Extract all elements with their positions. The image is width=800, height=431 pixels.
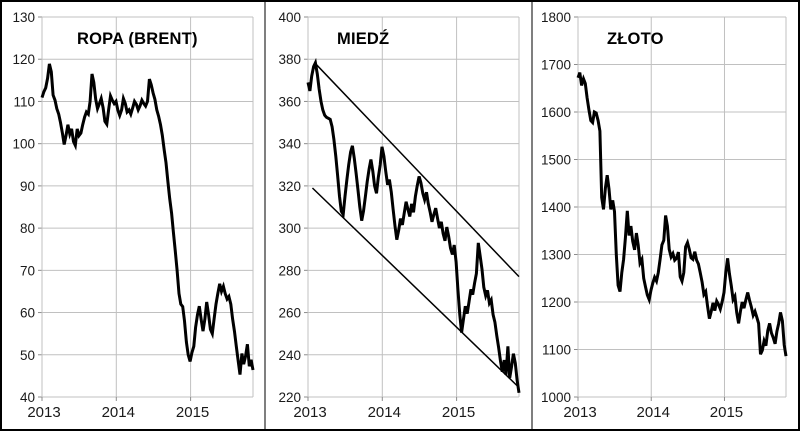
svg-text:240: 240: [278, 348, 301, 363]
svg-text:280: 280: [278, 263, 301, 278]
svg-text:2014: 2014: [102, 404, 135, 421]
svg-text:60: 60: [20, 306, 35, 321]
svg-text:130: 130: [12, 10, 35, 25]
svg-text:260: 260: [278, 306, 301, 321]
gold-chart: 1800 1700 1600 1500 1400 1300 1200 1100 10002013…: [541, 10, 788, 421]
svg-text:110: 110: [13, 94, 35, 109]
svg-text:1200: 1200: [541, 295, 571, 310]
svg-text:2014: 2014: [637, 404, 670, 421]
svg-text:2015: 2015: [176, 404, 209, 421]
chart-title-gold: ZŁOTO: [607, 30, 664, 48]
svg-text:320: 320: [278, 179, 301, 194]
svg-text:2015: 2015: [710, 404, 743, 421]
chart-title-copper: MIEDŹ: [337, 30, 390, 48]
svg-text:40: 40: [20, 390, 35, 405]
panel-divider: [264, 2, 266, 429]
panel-divider: [531, 2, 533, 429]
svg-text:1800: 1800: [541, 10, 571, 25]
svg-text:1700: 1700: [541, 58, 571, 73]
panel-gold: 1800 1700 1600 1500 1400 1300 1200 1100 1000 2013…: [533, 2, 798, 429]
svg-text:220: 220: [278, 390, 301, 405]
chart-title-brent: ROPA (BRENT): [77, 30, 198, 48]
svg-text:2013: 2013: [563, 404, 596, 421]
svg-text:1000: 1000: [541, 390, 571, 405]
svg-text:2013: 2013: [27, 404, 60, 421]
svg-text:1500: 1500: [541, 153, 571, 168]
svg-text:120: 120: [12, 52, 35, 67]
svg-text:50: 50: [20, 348, 35, 363]
svg-text:380: 380: [278, 52, 301, 67]
svg-text:1100: 1100: [542, 343, 571, 358]
panel-brent: 130 120 110 100 90 80 70 60 50 40 2013 2014 2015 ROP…: [2, 2, 264, 429]
svg-text:70: 70: [20, 263, 35, 278]
svg-text:1300: 1300: [541, 248, 571, 263]
svg-text:2015: 2015: [442, 404, 475, 421]
svg-text:1600: 1600: [541, 105, 571, 120]
svg-text:2013: 2013: [293, 404, 326, 421]
svg-text:100: 100: [12, 137, 35, 152]
svg-text:1400: 1400: [541, 200, 571, 215]
svg-text:360: 360: [278, 94, 301, 109]
svg-text:2014: 2014: [368, 404, 401, 421]
svg-text:90: 90: [20, 179, 35, 194]
panel-copper: 400 380 360 340 320 300 280 260 240 220 2013 2014 20…: [266, 2, 531, 429]
svg-text:300: 300: [278, 221, 301, 236]
svg-text:80: 80: [20, 221, 35, 236]
svg-text:340: 340: [278, 137, 301, 152]
svg-text:400: 400: [278, 10, 301, 25]
